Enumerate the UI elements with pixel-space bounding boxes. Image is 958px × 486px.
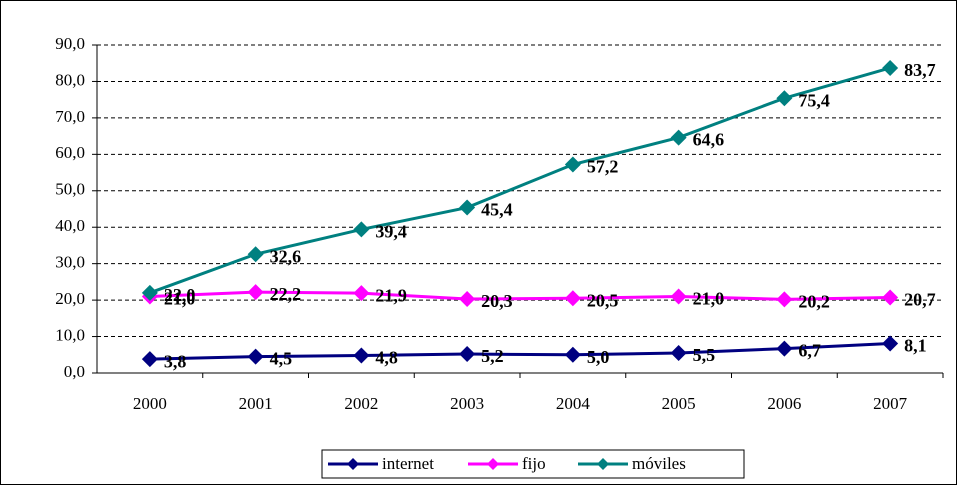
y-tick-label: 60,0 (55, 143, 85, 162)
data-point (247, 348, 264, 365)
x-tick-label: 2000 (133, 394, 167, 413)
x-tick-label: 2002 (344, 394, 378, 413)
y-tick-label: 50,0 (55, 180, 85, 199)
data-point (670, 344, 687, 361)
y-tick-label: 40,0 (55, 216, 85, 235)
x-tick-label: 2004 (556, 394, 591, 413)
data-label: 75,4 (798, 90, 830, 110)
data-point (670, 129, 687, 146)
data-label: 4,8 (375, 348, 398, 368)
legend-label: internet (382, 454, 434, 473)
data-point (564, 156, 581, 173)
data-point (564, 290, 581, 307)
data-point (141, 284, 158, 301)
data-label: 45,4 (481, 200, 513, 220)
data-label: 22,2 (270, 284, 302, 304)
data-point (776, 291, 793, 308)
data-label: 20,3 (481, 291, 513, 311)
legend-marker (347, 458, 359, 470)
series-line (149, 290, 891, 301)
data-point (353, 347, 370, 364)
data-label: 5,2 (481, 346, 504, 366)
y-tick-label: 90,0 (55, 34, 85, 53)
data-label: 83,7 (904, 60, 936, 80)
data-point (882, 289, 899, 306)
data-point (564, 346, 581, 363)
x-tick-label: 2001 (239, 394, 273, 413)
data-label: 32,6 (270, 246, 302, 266)
data-point (670, 288, 687, 305)
data-point (247, 246, 264, 263)
series-line (149, 341, 891, 361)
legend-label: fijo (522, 454, 546, 473)
data-point (459, 199, 476, 216)
legend-label: móviles (632, 454, 686, 473)
data-label: 5,5 (693, 345, 716, 365)
data-label: 21,9 (375, 285, 407, 305)
data-point (882, 335, 899, 352)
data-label: 21,0 (164, 289, 196, 309)
data-point (353, 285, 370, 302)
x-tick-label: 2006 (767, 394, 801, 413)
data-label: 8,1 (904, 336, 927, 356)
data-label: 57,2 (587, 157, 619, 177)
data-label: 20,7 (904, 290, 936, 310)
y-tick-label: 10,0 (55, 325, 85, 344)
y-tick-label: 30,0 (55, 253, 85, 272)
series-line (149, 66, 891, 295)
data-label: 21,0 (693, 289, 725, 309)
y-tick-label: 20,0 (55, 289, 85, 308)
data-label: 20,5 (587, 290, 619, 310)
legend-box (321, 449, 745, 479)
y-tick-label: 80,0 (55, 70, 85, 89)
x-tick-label: 2007 (873, 394, 908, 413)
x-tick-label: 2003 (450, 394, 484, 413)
data-point (141, 351, 158, 368)
data-point (776, 340, 793, 357)
data-point (882, 59, 899, 76)
data-label: 20,2 (798, 292, 830, 312)
data-label: 5,0 (587, 347, 610, 367)
y-tick-label: 70,0 (55, 107, 85, 126)
data-label: 39,4 (375, 222, 407, 242)
data-label: 3,8 (164, 351, 187, 371)
data-point (459, 291, 476, 308)
legend-marker (487, 458, 499, 470)
data-label: 4,5 (270, 349, 293, 369)
y-tick-label: 0,0 (64, 362, 85, 381)
x-tick-label: 2005 (662, 394, 696, 413)
data-point (353, 221, 370, 238)
data-point (247, 284, 264, 301)
data-label: 22,0 (164, 285, 196, 305)
data-label: 6,7 (798, 341, 821, 361)
data-point (776, 90, 793, 107)
data-label: 64,6 (693, 130, 725, 150)
data-point (459, 346, 476, 363)
legend-marker (597, 458, 609, 470)
